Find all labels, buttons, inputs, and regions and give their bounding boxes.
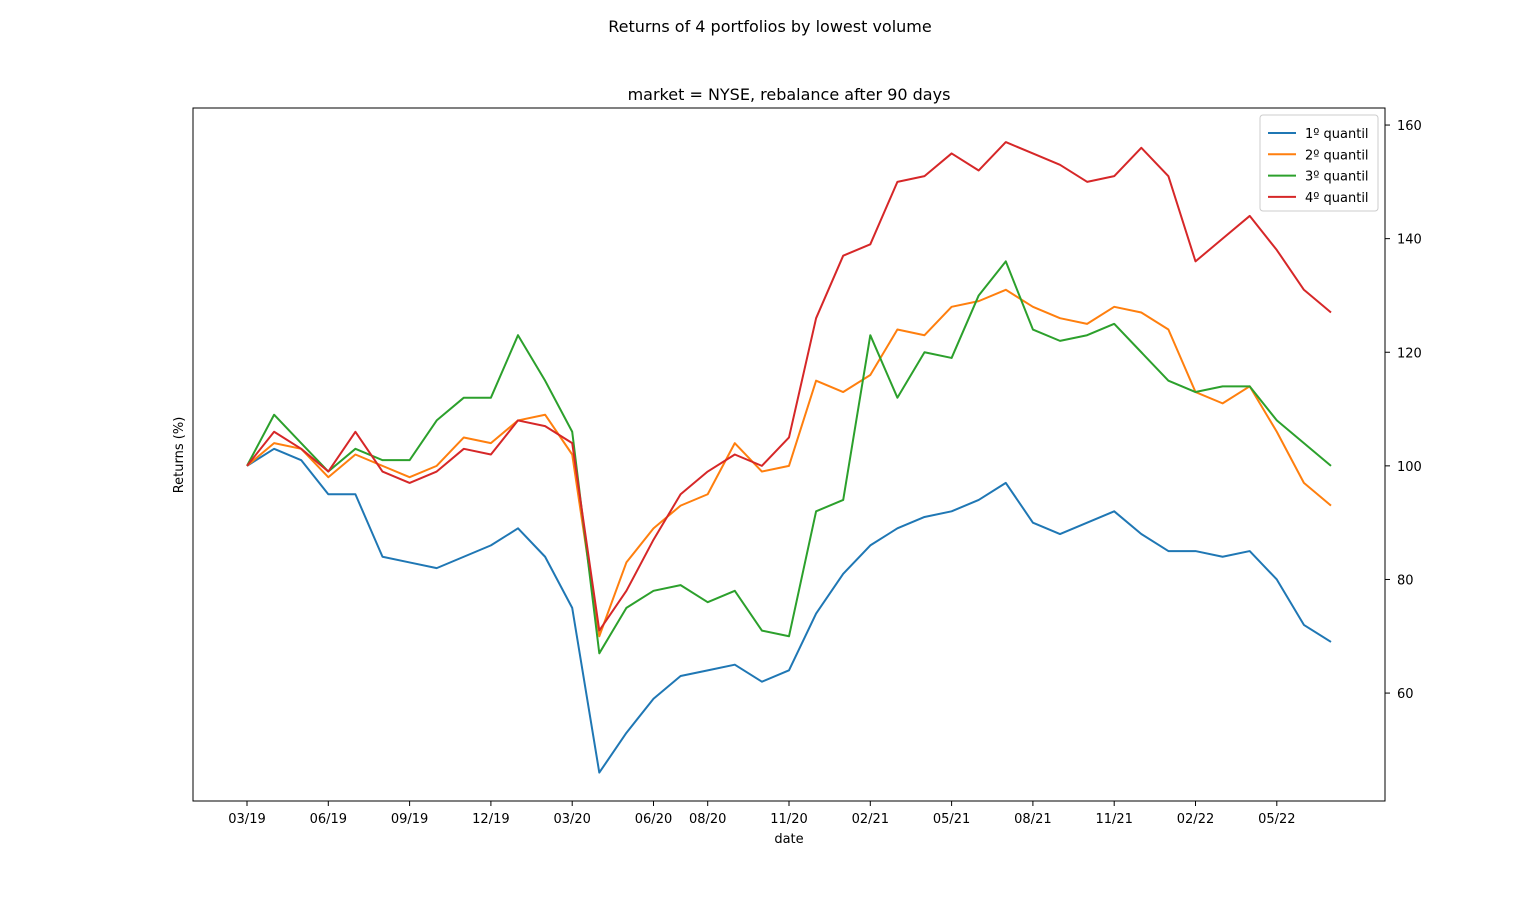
y-axis-label: Returns (%) bbox=[172, 417, 187, 494]
legend-label-1: 1º quantil bbox=[1305, 127, 1369, 142]
x-tick-label: 08/21 bbox=[1014, 812, 1051, 827]
series-line-1 bbox=[246, 447, 1332, 774]
x-tick-label: 11/20 bbox=[770, 812, 807, 827]
x-tick-label: 06/19 bbox=[310, 812, 347, 827]
legend-label-4: 4º quantil bbox=[1305, 191, 1369, 206]
y-tick-label: 100 bbox=[1397, 460, 1422, 475]
x-tick-label: 09/19 bbox=[391, 812, 428, 827]
legend-frame bbox=[1259, 114, 1379, 212]
chart-title: market = NYSE, rebalance after 90 days bbox=[628, 85, 951, 104]
x-tick-label: 05/22 bbox=[1258, 812, 1295, 827]
y-tick-label: 80 bbox=[1397, 573, 1414, 588]
legend-label-3: 3º quantil bbox=[1305, 170, 1369, 185]
x-tick-label: 05/21 bbox=[933, 812, 970, 827]
x-tick-label: 11/21 bbox=[1095, 812, 1132, 827]
y-tick-label: 120 bbox=[1397, 346, 1422, 361]
x-tick-label: 08/20 bbox=[689, 812, 726, 827]
y-tick-label: 160 bbox=[1397, 119, 1422, 134]
y-tick-label: 140 bbox=[1397, 233, 1422, 248]
x-tick-label: 02/21 bbox=[852, 812, 889, 827]
x-tick-label: 06/20 bbox=[635, 812, 672, 827]
figure-title: Returns of 4 portfolios by lowest volume bbox=[608, 17, 931, 36]
x-tick-label: 02/22 bbox=[1177, 812, 1214, 827]
series-line-3 bbox=[246, 260, 1332, 655]
x-tick-label: 03/20 bbox=[553, 812, 590, 827]
x-tick-label: 12/19 bbox=[472, 812, 509, 827]
x-tick-label: 03/19 bbox=[228, 812, 265, 827]
series-line-4 bbox=[246, 141, 1332, 632]
series-line-2 bbox=[246, 288, 1332, 638]
x-axis-label: date bbox=[774, 832, 803, 847]
legend: 1º quantil 2º quantil 3º quantil 4º quantil bbox=[1259, 114, 1379, 212]
legend-label-2: 2º quantil bbox=[1305, 148, 1369, 163]
y-tick-label: 60 bbox=[1397, 687, 1414, 702]
